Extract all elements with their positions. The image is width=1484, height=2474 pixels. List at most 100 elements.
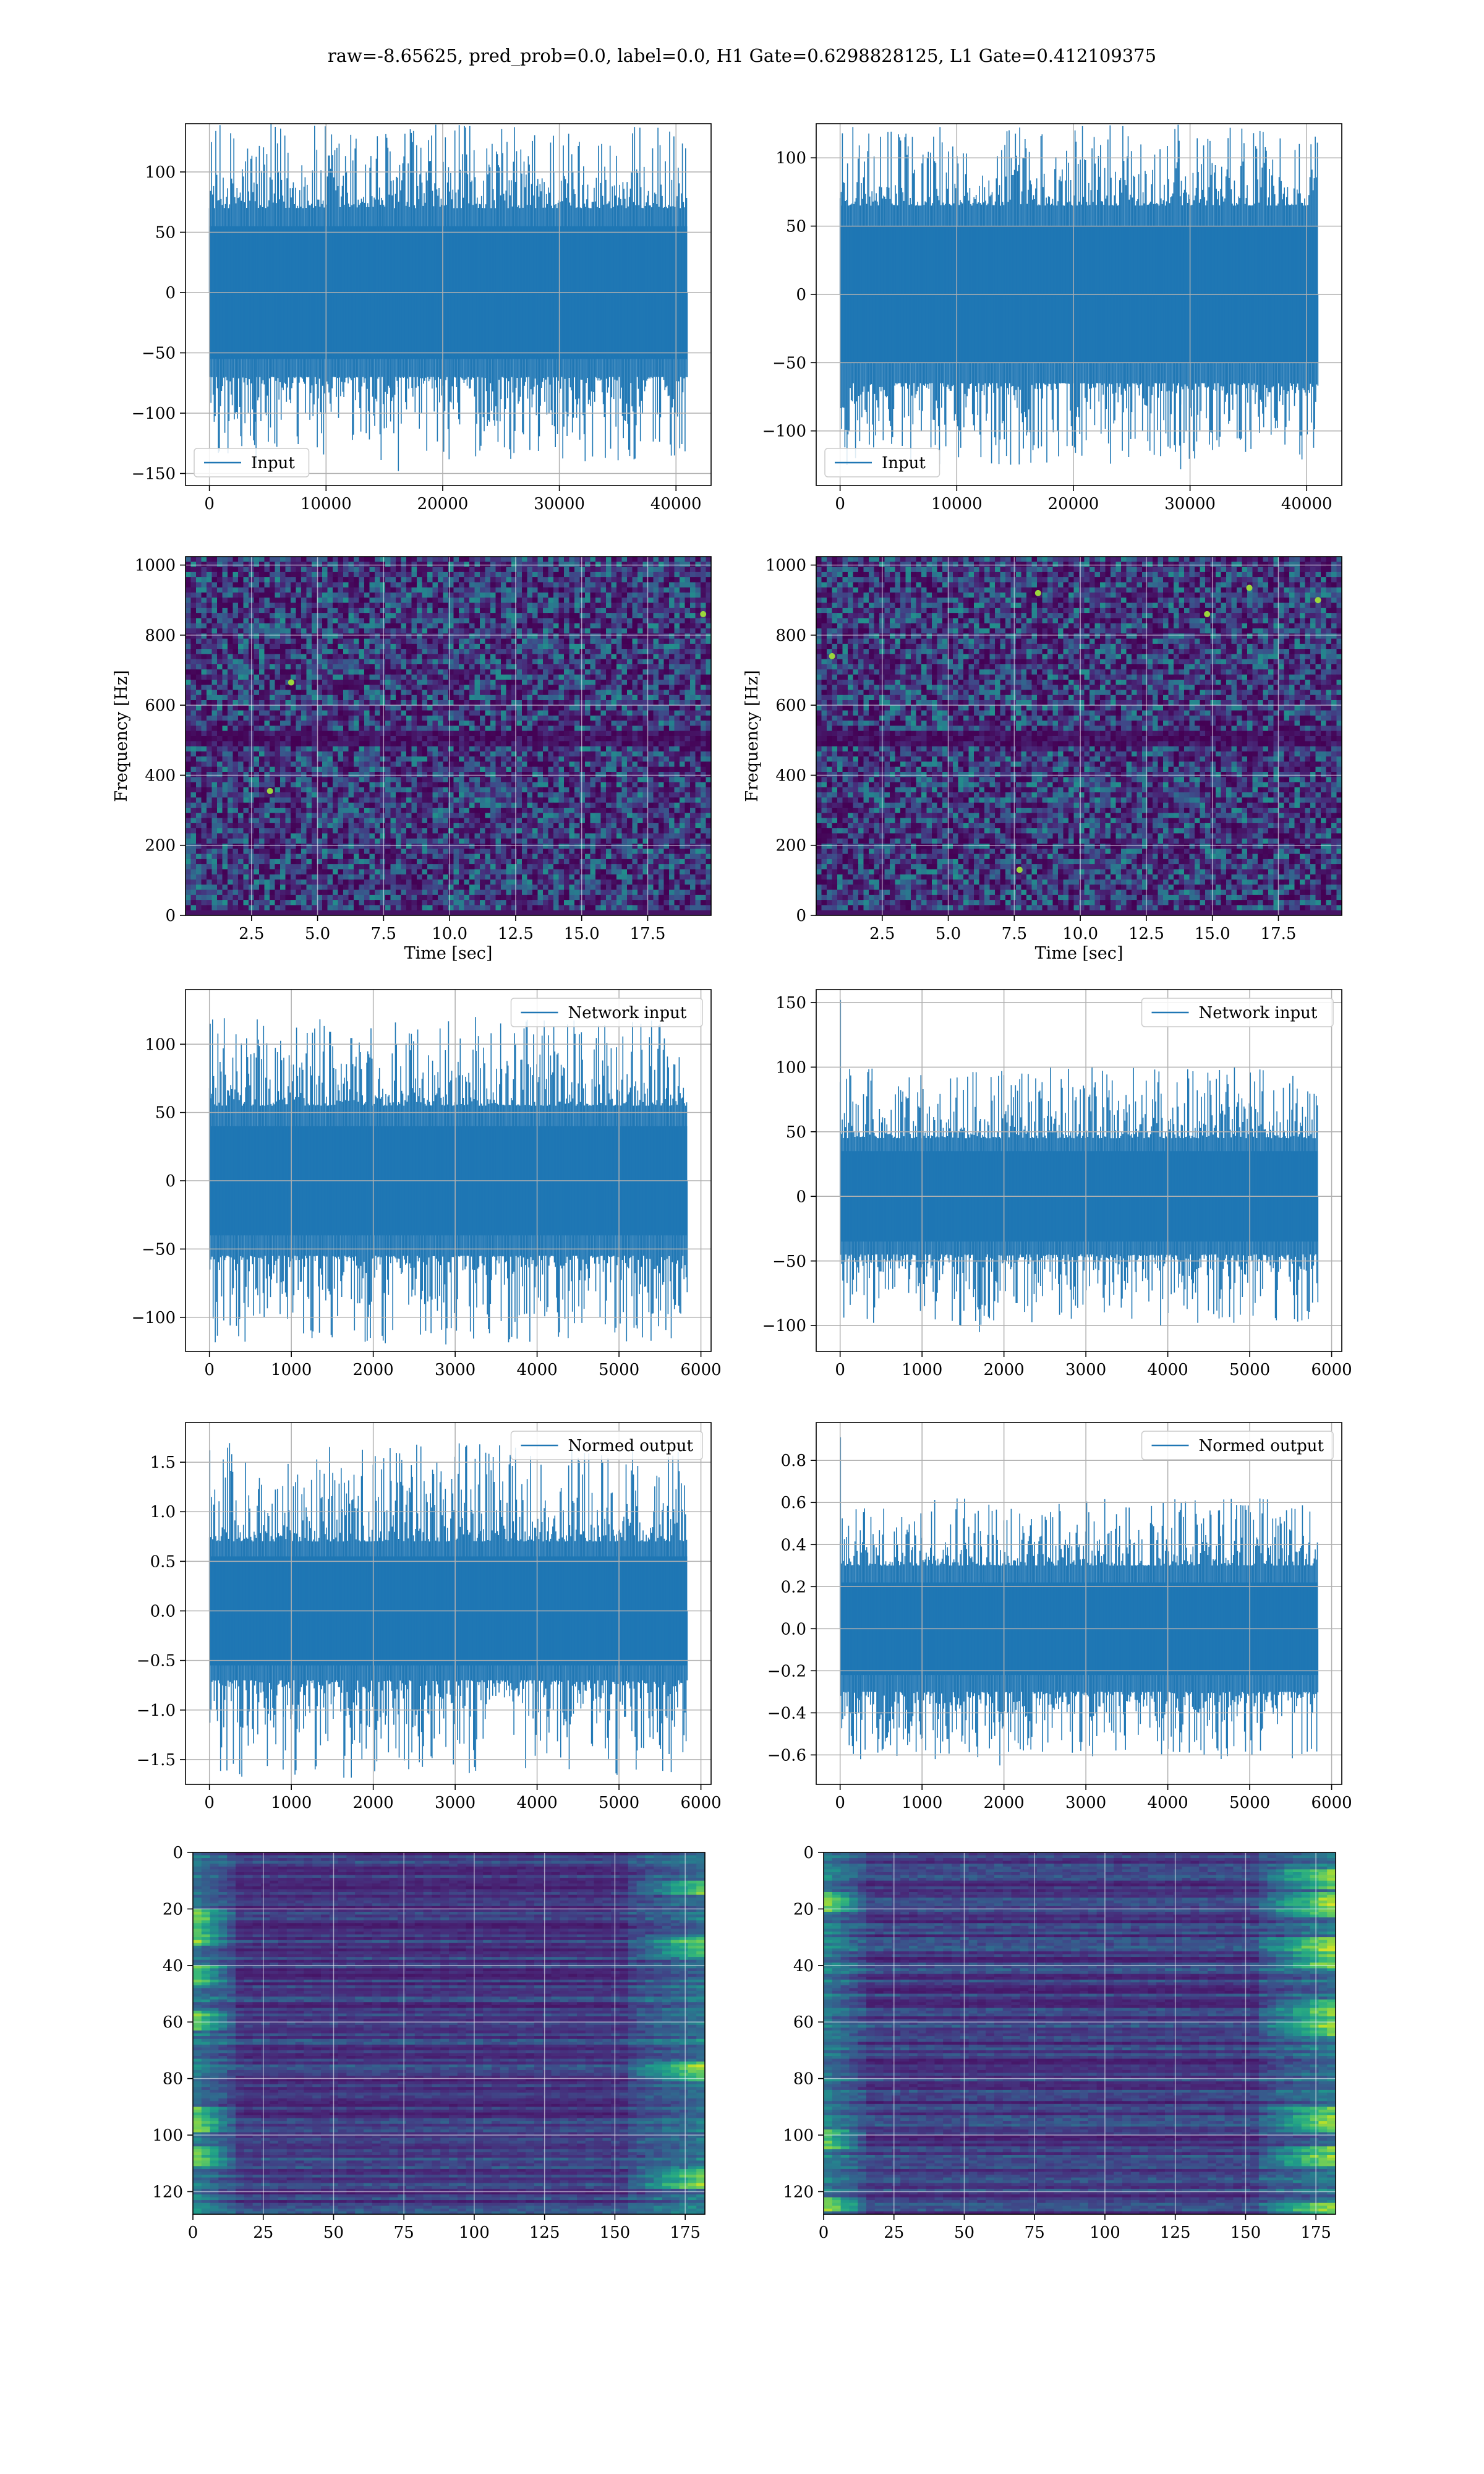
l1-network-input-xtick-label: 5000 (1229, 1361, 1270, 1379)
l1-input-series (839, 124, 1319, 469)
h1-spectrogram-ytick-label: 600 (145, 696, 176, 715)
h1-spectrogram-hot-spot (267, 787, 273, 794)
l1-feature-map-xtick-label: 150 (1230, 2224, 1261, 2242)
h1-normed-output-frame (185, 1422, 712, 1785)
h1-spectrogram-ytick-label: 400 (145, 766, 176, 785)
h1-normed-output-ytick-label: 0.5 (150, 1552, 176, 1571)
h1-spectrogram-xtick-label: 10.0 (432, 925, 467, 943)
h1-normed-output-xtick-label: 5000 (599, 1794, 639, 1812)
l1-network-input-frame (816, 989, 1342, 1352)
l1-input-legend-label: Input (882, 454, 926, 473)
l1-spectrogram-hot-spot (1034, 589, 1041, 596)
l1-feature-map-ytick-label: 120 (783, 2183, 814, 2201)
l1-spectrogram-xtick-label: 7.5 (1002, 925, 1027, 943)
h1-input-axes: 0 10000 20000 30000 40000 −150 −100 −50 0 50 100 In… (132, 123, 712, 513)
h1-input-line (208, 124, 688, 471)
l1-normed-output-legend: Normed output (1141, 1431, 1334, 1460)
h1-input-ytick-label: 100 (145, 163, 176, 182)
h1-feature-map-axes: 0 25 50 75 100 125 150 175 0 20 40 60 80 100 120 (152, 1844, 706, 2242)
h1-input-frame (185, 123, 712, 486)
l1-input-xtick-label: 20000 (1048, 495, 1099, 513)
h1-network-input-frame (185, 989, 712, 1352)
l1-spectrogram-frame (816, 556, 1342, 916)
h1-input-series (208, 124, 688, 471)
l1-spectrogram-hot-spot (829, 653, 835, 659)
h1-feature-map-image (193, 1852, 705, 2214)
l1-spectrogram-ytick-label: 400 (775, 766, 806, 785)
h1-input-xtick-label: 30000 (534, 495, 585, 513)
l1-spectrogram-xtick-label: 17.5 (1261, 925, 1297, 943)
l1-spectrogram-ylabel: Frequency [Hz] (743, 670, 762, 802)
h1-feature-map-xtick-label: 50 (323, 2224, 344, 2242)
l1-input-ytick-label: −50 (772, 354, 806, 372)
h1-network-input-xtick-label: 1000 (271, 1361, 312, 1379)
h1-normed-output-ytick-label: 1.5 (150, 1453, 176, 1472)
l1-network-input-ytick-label: 150 (775, 994, 806, 1012)
l1-network-input-grid (816, 990, 1342, 1351)
h1-network-input-xtick-label: 4000 (517, 1361, 558, 1379)
h1-network-input-ytick-label: 100 (145, 1035, 176, 1054)
l1-normed-output-xtick-label: 5000 (1229, 1794, 1270, 1812)
l1-feature-map-image (824, 1852, 1336, 2214)
h1-feature-map-xtick-label: 100 (459, 2224, 490, 2242)
h1-normed-output-axes: 0 1000 2000 3000 4000 5000 6000 −1.5 −1.0 −0.5 0.0… (137, 1422, 722, 1812)
l1-spectrogram-image (816, 557, 1342, 915)
l1-feature-map-xtick-label: 75 (1025, 2224, 1045, 2242)
l1-input-xtick-label: 0 (835, 495, 845, 513)
h1-feature-map-xtick-label: 75 (394, 2224, 414, 2242)
h1-network-input-ytick-label: 50 (155, 1104, 176, 1123)
l1-feature-map-xtick-label: 100 (1090, 2224, 1120, 2242)
l1-feature-map-ytick-label: 60 (793, 2013, 814, 2032)
h1-normed-output-xtick-label: 3000 (435, 1794, 475, 1812)
h1-normed-output-ytick-label: −1.0 (137, 1701, 176, 1720)
l1-network-input-ytick-label: 100 (775, 1058, 806, 1077)
h1-feature-map-ytick-label: 60 (163, 2013, 183, 2032)
l1-normed-output-grid (816, 1423, 1342, 1784)
l1-spectrogram-axes: 2.5 5.0 7.5 10.0 12.5 15.0 17.5 0 200 400 600 800 10… (743, 556, 1342, 963)
h1-network-input-ytick-label: 0 (165, 1172, 176, 1191)
h1-normed-output-xtick-label: 0 (204, 1794, 215, 1812)
l1-network-input-xtick-label: 0 (835, 1361, 845, 1379)
l1-normed-output-ytick-label: 0.0 (781, 1620, 806, 1638)
h1-normed-output-xtick-label: 4000 (517, 1794, 558, 1812)
l1-feature-map-ytick-label: 100 (783, 2126, 814, 2145)
l1-normed-output-ytick-label: −0.4 (767, 1704, 806, 1723)
l1-feature-map-ytick-label: 0 (803, 1844, 814, 1862)
h1-network-input-xtick-label: 5000 (599, 1361, 639, 1379)
h1-spectrogram-ytick-label: 1000 (135, 557, 176, 575)
h1-feature-map-ytick-label: 0 (173, 1844, 183, 1862)
l1-normed-output-ytick-label: 0.6 (781, 1494, 806, 1512)
l1-feature-map-xtick-label: 25 (884, 2224, 904, 2242)
l1-feature-map-axes: 0 25 50 75 100 125 150 175 0 20 40 60 80 100 120 (783, 1844, 1336, 2242)
l1-network-input-xtick-label: 3000 (1065, 1361, 1106, 1379)
h1-spectrogram-xtick-label: 15.0 (564, 925, 600, 943)
l1-network-input-xtick-label: 1000 (902, 1361, 942, 1379)
l1-normed-output-ytick-label: −0.2 (767, 1662, 806, 1680)
h1-normed-output-legend-label: Normed output (568, 1437, 694, 1455)
h1-spectrogram-ytick-label: 0 (165, 907, 176, 925)
h1-normed-output-series (208, 1443, 688, 1778)
h1-feature-map-ytick-label: 40 (163, 1957, 183, 1975)
l1-input-axes: 0 10000 20000 30000 40000 −100 −50 0 50 100 Input (762, 123, 1342, 513)
h1-network-input-legend: Network input (510, 998, 703, 1027)
h1-normed-output-line (208, 1443, 688, 1778)
l1-feature-map-ytick-label: 20 (793, 1900, 814, 1919)
l1-spectrogram-xtick-label: 2.5 (869, 925, 895, 943)
h1-spectrogram-image (186, 557, 711, 915)
l1-network-input-ytick-label: −50 (772, 1252, 806, 1271)
h1-input-grid (186, 124, 711, 486)
h1-feature-map-frame (192, 1852, 706, 2215)
h1-feature-map-ytick-label: 80 (163, 2070, 183, 2089)
h1-input-xtick-label: 0 (204, 495, 215, 513)
h1-spectrogram-frame (185, 556, 712, 916)
h1-spectrogram-hot-spot (288, 679, 294, 686)
h1-spectrogram-axes: 2.5 5.0 7.5 10.0 12.5 15.0 17.5 0 200 400 600 800 10… (112, 556, 712, 963)
h1-spectrogram-ytick-label: 800 (145, 627, 176, 645)
l1-input-ytick-label: −100 (762, 422, 806, 441)
l1-input-legend: Input (824, 448, 940, 477)
h1-feature-map-xtick-label: 25 (253, 2224, 273, 2242)
l1-spectrogram-hot-spot (1315, 597, 1321, 604)
l1-normed-output-xtick-label: 3000 (1065, 1794, 1106, 1812)
l1-input-xtick-label: 30000 (1164, 495, 1216, 513)
